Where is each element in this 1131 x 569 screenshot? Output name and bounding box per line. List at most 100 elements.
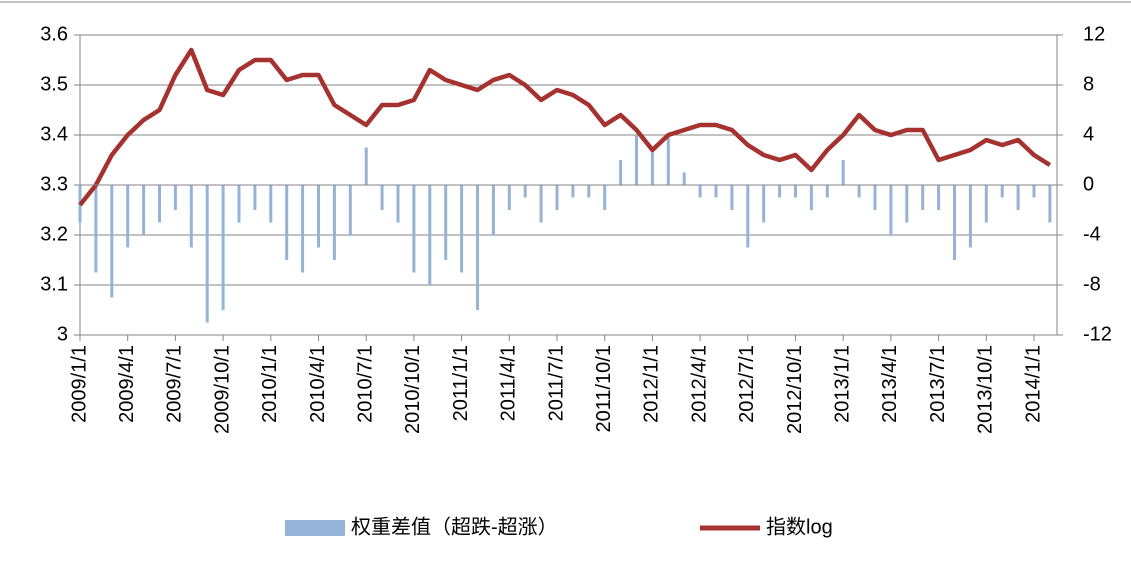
- y2-tick-label: 4: [1083, 123, 1094, 145]
- bar: [428, 185, 432, 285]
- bar: [476, 185, 479, 310]
- bar: [110, 185, 114, 298]
- bar: [301, 185, 305, 273]
- bar: [682, 172, 686, 185]
- x-tick-label: 2011/7/1: [545, 345, 567, 421]
- bar: [857, 185, 861, 198]
- line-series: [78, 47, 1052, 207]
- x-tick-label: 2010/10/1: [402, 345, 424, 434]
- bar: [794, 185, 797, 198]
- legend-swatch: [285, 520, 345, 536]
- legend-label: 权重差值（超跌-超涨）: [351, 515, 558, 538]
- bar: [221, 185, 225, 310]
- bar: [173, 185, 177, 210]
- y-tick-label: 3: [57, 323, 68, 345]
- bar: [1016, 185, 1020, 210]
- bar: [555, 185, 559, 210]
- bar: [619, 160, 623, 185]
- x-tick-label: 2012/4/1: [688, 345, 710, 423]
- bar: [889, 185, 893, 235]
- bar: [317, 185, 320, 248]
- bar: [507, 185, 511, 210]
- legend-label: 指数log: [766, 515, 833, 538]
- y-tick-label: 3.1: [40, 273, 68, 295]
- x-tick-label: 2009/10/1: [211, 345, 233, 434]
- y-tick-label: 3.6: [40, 23, 68, 45]
- bar: [412, 185, 416, 273]
- bar: [253, 185, 257, 210]
- bar: [189, 185, 193, 248]
- bar: [539, 185, 543, 223]
- bar: [698, 185, 702, 198]
- bar: [396, 185, 400, 223]
- legend: 权重差值（超跌-超涨） 指数log: [285, 515, 833, 538]
- bar: [1048, 185, 1052, 223]
- bar: [841, 160, 845, 185]
- bar: [587, 185, 591, 198]
- bar: [921, 185, 925, 210]
- bar: [332, 185, 336, 260]
- bar: [905, 185, 909, 223]
- x-tick-label: 2010/4/1: [307, 345, 329, 423]
- bar: [348, 185, 352, 235]
- x-tick-label: 2011/4/1: [498, 345, 520, 421]
- x-tick-label: 2013/7/1: [927, 345, 949, 423]
- bar: [364, 147, 368, 185]
- bar: [94, 185, 98, 273]
- bar: [205, 185, 209, 323]
- bar: [714, 185, 718, 198]
- bar: [650, 147, 654, 185]
- bar: [285, 185, 289, 260]
- bar: [1000, 185, 1004, 198]
- x-tick-label: 2009/1/1: [68, 345, 90, 423]
- bar: [126, 185, 130, 248]
- x-tick-label: 2012/1/1: [641, 345, 663, 423]
- x-tick-label: 2010/1/1: [259, 345, 281, 423]
- bar: [158, 185, 161, 223]
- x-tick-label: 2014/1/1: [1022, 345, 1044, 423]
- bar: [666, 135, 670, 185]
- bar: [937, 185, 941, 210]
- x-tick-label: 2009/7/1: [164, 345, 186, 423]
- bar: [1032, 185, 1036, 198]
- bar: [460, 185, 464, 273]
- x-tick-label: 2011/1/1: [450, 345, 472, 421]
- y2-tick-label: 8: [1083, 73, 1094, 95]
- bar: [809, 185, 813, 210]
- x-tick-label: 2013/1/1: [831, 345, 853, 423]
- bar: [984, 185, 988, 223]
- y2-tick-label: -12: [1083, 323, 1112, 345]
- bar: [491, 185, 495, 235]
- bar: [730, 185, 734, 210]
- x-tick-label: 2011/10/1: [593, 345, 615, 433]
- bar: [142, 185, 146, 235]
- bar: [523, 185, 527, 198]
- bar: [778, 185, 782, 198]
- y-tick-label: 3.2: [40, 223, 68, 245]
- bar: [825, 185, 829, 198]
- x-tick-label: 2012/10/1: [784, 345, 806, 434]
- y-tick-label: 3.3: [40, 173, 68, 195]
- y2-tick-label: -8: [1083, 273, 1101, 295]
- x-tick-label: 2013/4/1: [879, 345, 901, 423]
- y2-tick-label: 12: [1083, 23, 1105, 45]
- bar: [873, 185, 877, 210]
- bar: [571, 185, 575, 198]
- y2-tick-label: 0: [1083, 173, 1094, 195]
- bar: [746, 185, 750, 248]
- bar: [968, 185, 972, 248]
- y-tick-label: 3.5: [40, 73, 68, 95]
- x-tick-label: 2009/4/1: [116, 345, 138, 423]
- bar: [603, 185, 607, 210]
- x-tick-label: 2012/7/1: [736, 345, 758, 423]
- bar: [380, 185, 384, 210]
- bar: [635, 135, 638, 185]
- y2-tick-label: -4: [1083, 223, 1101, 245]
- y-tick-label: 3.4: [40, 123, 68, 145]
- x-tick-label: 2010/7/1: [354, 345, 376, 423]
- bar: [762, 185, 766, 223]
- bar: [444, 185, 448, 260]
- x-tick-label: 2013/10/1: [975, 345, 997, 434]
- bar: [237, 185, 241, 223]
